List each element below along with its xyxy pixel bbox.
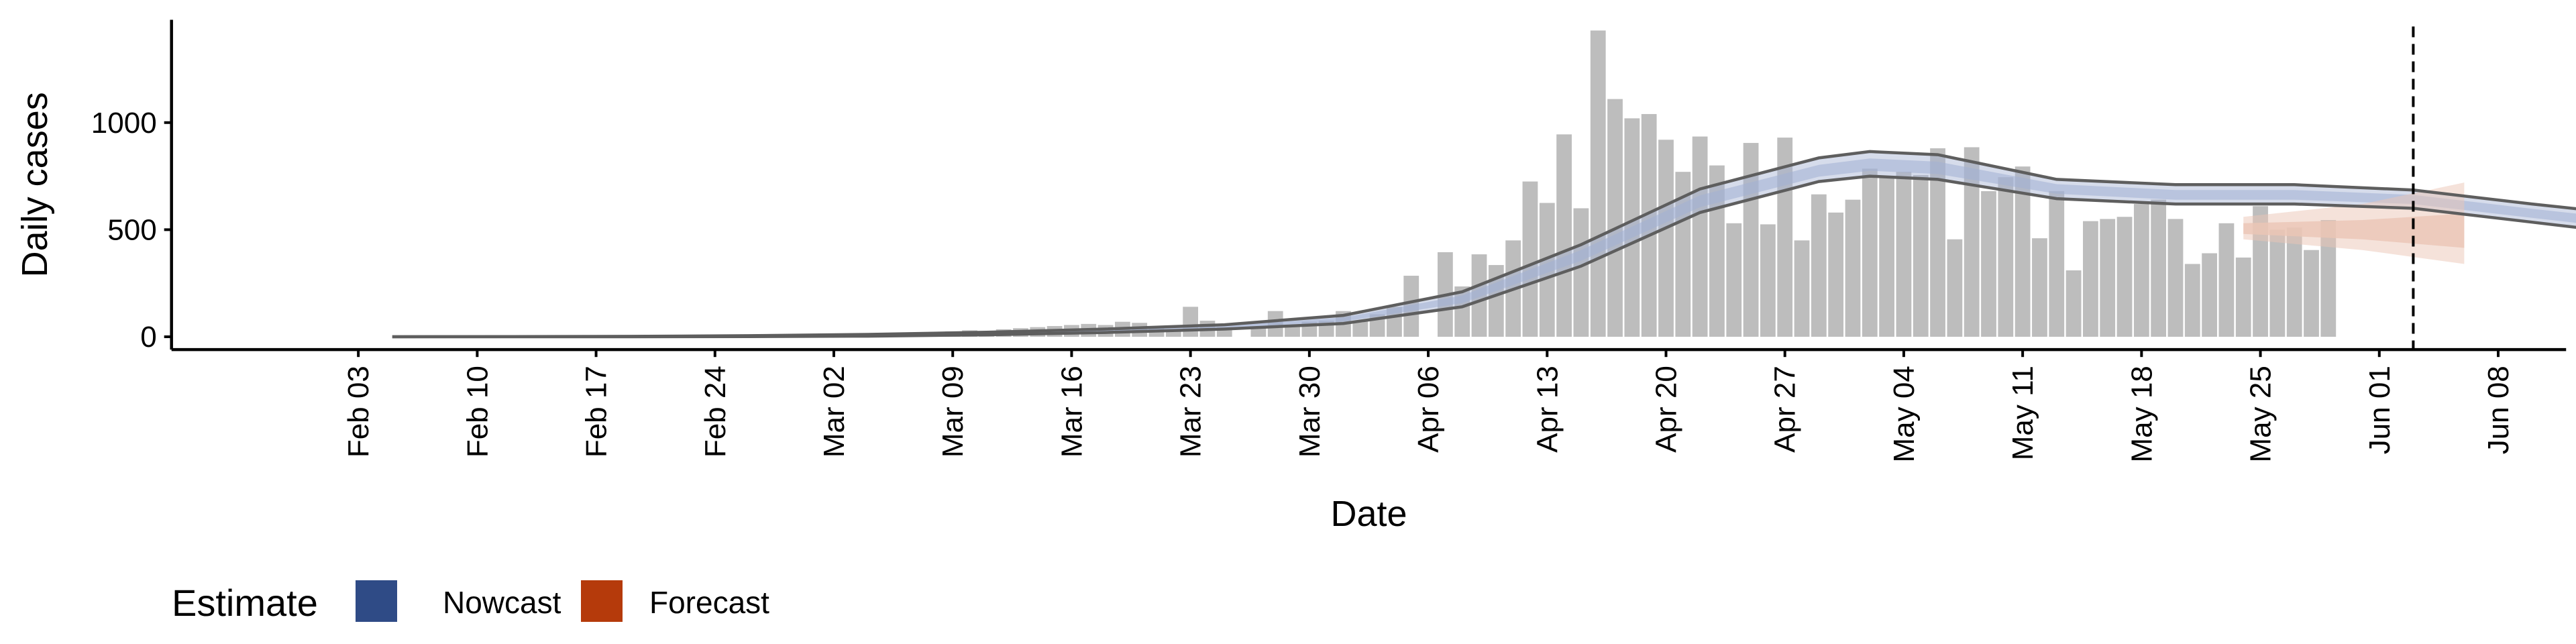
x-tick-label: May 11: [2006, 366, 2039, 460]
x-tick-label: Apr 13: [1531, 366, 1564, 453]
y-tick-label: 1000: [91, 107, 157, 140]
x-tick-label: Mar 09: [936, 366, 969, 458]
case-bar: [1760, 224, 1776, 337]
case-bar: [2133, 204, 2149, 337]
case-bar: [1862, 168, 1878, 337]
x-axis-title: Date: [1330, 494, 1407, 534]
x-tick-label: Apr 27: [1769, 366, 1802, 453]
x-tick-label: May 25: [2245, 366, 2277, 462]
x-axis-ticks: Feb 03 Feb 10 Feb 17 Feb 24 Mar 02 Mar 09 Mar …: [342, 350, 2515, 462]
case-bar: [1726, 223, 1742, 337]
legend-key-forecast: [581, 580, 623, 622]
case-bar: [2269, 229, 2286, 337]
forecast-band-50: [2243, 213, 2465, 248]
nowcast-upper-line: [392, 150, 2576, 339]
x-tick-label: May 18: [2125, 366, 2158, 462]
case-bar: [2032, 238, 2047, 337]
case-bar: [1777, 138, 1793, 337]
case-bar: [1845, 199, 1861, 337]
case-bar: [1896, 172, 1912, 337]
y-tick-label: 500: [107, 213, 156, 246]
estimate-lines: [392, 150, 2576, 339]
case-bar: [1590, 30, 1606, 337]
case-bar: [2202, 253, 2217, 337]
case-bar: [1658, 140, 1674, 337]
case-bar: [2116, 217, 2133, 337]
case-bar: [1913, 174, 1929, 337]
case-bar: [1285, 325, 1300, 337]
case-bar: [2235, 257, 2251, 337]
x-tick-label: Jun 01: [2363, 366, 2396, 454]
x-tick-label: Feb 03: [342, 366, 375, 458]
case-bar: [1743, 143, 1759, 337]
case-bar: [2184, 264, 2200, 337]
estimate-bands: [392, 151, 2576, 337]
case-bar: [2015, 166, 2031, 337]
case-bar: [2083, 221, 2098, 337]
x-tick-label: Feb 17: [580, 366, 613, 458]
case-bar: [2049, 191, 2065, 337]
case-bar: [1352, 321, 1368, 337]
case-bar: [2100, 219, 2116, 337]
case-bar: [1607, 99, 1623, 337]
case-bar: [1947, 239, 1963, 337]
legend: Estimate Nowcast Forecast: [172, 580, 769, 624]
y-tick-label: 0: [140, 321, 156, 354]
x-tick-label: Mar 16: [1055, 366, 1088, 458]
case-bar: [1879, 177, 1894, 337]
case-bar: [1964, 147, 1980, 337]
legend-key-nowcast: [356, 580, 397, 622]
legend-label-forecast: Forecast: [649, 585, 769, 620]
x-tick-label: Feb 24: [699, 366, 732, 458]
case-bar: [1183, 307, 1199, 337]
y-axis-ticks: 0 500 1000: [91, 107, 172, 354]
case-bar: [1998, 177, 2014, 337]
nowcast-lower-line: [392, 174, 2576, 339]
case-bar: [2065, 270, 2082, 337]
x-tick-label: Feb 10: [461, 366, 494, 458]
case-bar: [2151, 199, 2167, 337]
case-bar: [2167, 219, 2184, 337]
case-bar: [1165, 330, 1181, 337]
x-tick-label: Mar 30: [1293, 366, 1326, 458]
case-bar: [2218, 223, 2235, 337]
case-bar: [1522, 181, 1538, 337]
x-tick-label: Mar 23: [1175, 366, 1208, 458]
case-bar: [2286, 227, 2302, 337]
case-bar: [1811, 194, 1827, 337]
x-tick-label: Apr 06: [1412, 366, 1445, 453]
x-tick-label: May 04: [1888, 366, 1921, 462]
x-tick-label: Apr 20: [1650, 366, 1683, 453]
x-tick-label: Mar 02: [818, 366, 851, 458]
case-bar: [1828, 212, 1844, 337]
legend-label-nowcast: Nowcast: [443, 585, 561, 620]
case-bar: [2320, 220, 2337, 337]
case-bar: [1556, 134, 1572, 337]
x-tick-label: Jun 08: [2482, 366, 2515, 454]
y-axis-title: Daily cases: [15, 92, 55, 277]
case-bar: [1250, 328, 1267, 337]
case-bar: [1930, 148, 1945, 337]
case-bar: [1692, 136, 1708, 337]
case-bar: [2304, 250, 2319, 337]
case-bar: [1573, 208, 1589, 337]
case-bar: [1794, 240, 1810, 337]
legend-title: Estimate: [172, 582, 318, 624]
case-bar: [1981, 191, 1996, 337]
